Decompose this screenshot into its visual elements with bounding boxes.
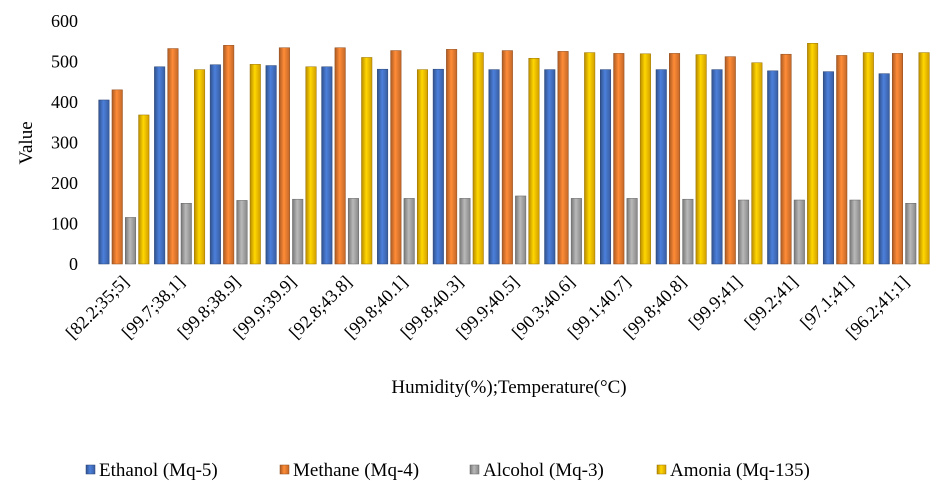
bar (557, 51, 569, 265)
bar (918, 52, 930, 265)
bars (98, 43, 930, 265)
bar (544, 69, 556, 265)
bar (361, 57, 373, 265)
bar (236, 200, 248, 265)
bar (138, 114, 150, 265)
bar (751, 62, 763, 265)
bar (528, 58, 540, 265)
legend-item: Amonia (Mq-135) (656, 460, 810, 481)
bar (724, 56, 736, 265)
y-tick-label: 400 (51, 92, 78, 112)
bar (793, 199, 805, 265)
bar (515, 195, 527, 265)
y-tick-label: 100 (51, 214, 78, 234)
y-tick-label: 500 (51, 52, 78, 72)
x-axis: [82.2;35;5][99.7;38,1][99.8;38.9][99.9;3… (62, 272, 913, 343)
bar (223, 45, 235, 265)
bar (321, 66, 333, 265)
legend-label: Methane (Mq-4) (293, 460, 419, 481)
bar (584, 52, 596, 265)
bar (501, 50, 513, 265)
legend-swatch (469, 464, 480, 475)
bar (125, 217, 137, 265)
bar (807, 43, 819, 265)
legend: Ethanol (Mq-5) Methane (Mq-4) Alcohol (Mq-… (85, 460, 810, 481)
bar (570, 198, 582, 265)
bar (639, 53, 651, 265)
bar (695, 54, 707, 265)
bar (738, 199, 750, 265)
bar (432, 68, 444, 265)
bar (278, 47, 290, 265)
bar (194, 69, 206, 265)
bar (390, 50, 402, 265)
bar (767, 70, 779, 265)
bar (167, 48, 179, 265)
bar (878, 73, 890, 265)
legend-label: Alcohol (Mq-3) (483, 460, 604, 481)
bar (154, 66, 166, 265)
legend-swatch (279, 464, 290, 475)
y-tick-label: 300 (51, 133, 78, 153)
legend-swatch (656, 464, 667, 475)
x-tick-label: [99.9;41] (685, 272, 746, 333)
bar (862, 52, 874, 265)
bar (403, 198, 415, 265)
legend-label: Amonia (Mq-135) (670, 460, 810, 481)
bar (209, 64, 221, 265)
bar (265, 65, 277, 265)
bar (111, 89, 123, 265)
bar (249, 64, 261, 265)
bar (682, 198, 694, 265)
bar (600, 69, 612, 265)
bar (822, 71, 834, 265)
y-tick-label: 200 (51, 173, 78, 193)
bar (711, 69, 723, 265)
bar (613, 53, 625, 265)
y-axis-title: Value (16, 121, 37, 164)
bar (655, 69, 667, 265)
x-axis-title: Humidity(%);Temperature(°C) (391, 377, 626, 398)
bar (446, 49, 458, 265)
bar (98, 99, 110, 265)
bar (488, 69, 500, 265)
bar (180, 203, 192, 265)
legend-item: Methane (Mq-4) (279, 460, 419, 481)
y-tick-label: 600 (51, 11, 78, 31)
bar (292, 198, 304, 265)
bar (891, 53, 903, 265)
bar (472, 52, 484, 265)
bar (780, 53, 792, 265)
bar (347, 198, 359, 265)
y-tick-label: 0 (69, 254, 78, 274)
legend-item: Ethanol (Mq-5) (85, 460, 218, 481)
bar (459, 198, 471, 265)
y-axis: 0 100 200 300 400 500 600 (51, 11, 78, 274)
bar (836, 55, 848, 265)
bar (905, 203, 917, 265)
legend-label: Ethanol (Mq-5) (99, 460, 218, 481)
bar (416, 69, 428, 265)
bar (669, 53, 681, 265)
bar (305, 66, 317, 265)
legend-swatch (85, 464, 96, 475)
legend-item: Alcohol (Mq-3) (469, 460, 604, 481)
bar (377, 68, 389, 265)
x-tick-label: [99.2;41] (740, 272, 801, 333)
bar (849, 199, 861, 265)
bar (334, 47, 346, 265)
bar (626, 198, 638, 265)
